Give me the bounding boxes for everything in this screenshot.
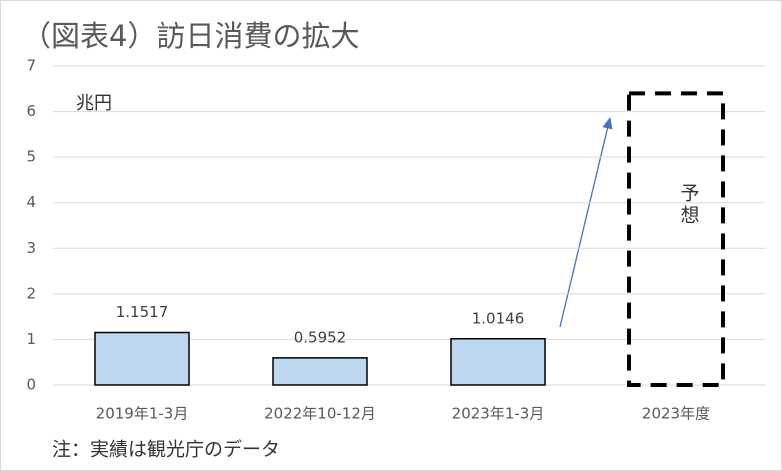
y-tick-label: 3 <box>26 239 36 257</box>
y-tick-label: 4 <box>26 193 36 211</box>
y-tick-label: 1 <box>26 330 36 348</box>
bar <box>94 331 190 386</box>
x-tick-label: 2019年1-3月 <box>96 405 189 423</box>
note: 注：実績は観光庁のデータ <box>52 439 280 461</box>
y-tick-label: 0 <box>26 376 36 394</box>
annotation: 予想 <box>680 182 699 226</box>
value-label: 1.1517 <box>116 303 169 321</box>
x-tick-label: 2023年1-3月 <box>452 405 545 423</box>
trend-arrow <box>559 116 613 328</box>
value-label: 0.5952 <box>294 328 347 346</box>
bar <box>450 338 546 386</box>
y-tick-label: 6 <box>26 102 36 120</box>
x-tick-label: 2023年度 <box>642 405 710 423</box>
bar <box>272 357 368 386</box>
unit-label: 兆円 <box>76 93 112 114</box>
plot: 0 1 2 3 4 5 6 7 2019年1-3月 1.1517 2022年10-12月 0.5952… <box>26 57 765 423</box>
y-tick-label: 2 <box>26 284 36 302</box>
y-tick-label: 5 <box>26 148 36 166</box>
value-label: 1.0146 <box>472 309 525 327</box>
y-tick-label: 7 <box>26 57 36 75</box>
forecast-box <box>627 91 725 387</box>
x-tick-label: 2022年10-12月 <box>264 405 376 423</box>
chart-title: （図表4）訪日消費の拡大 <box>22 19 359 53</box>
